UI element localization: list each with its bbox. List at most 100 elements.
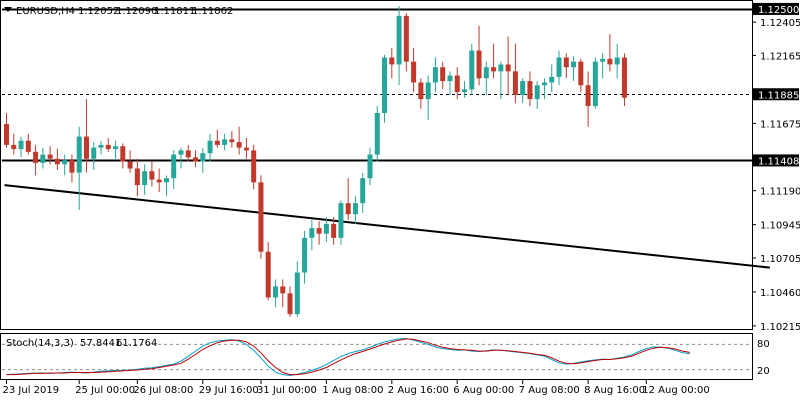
price-tag: 1.12500 (753, 2, 799, 16)
candle-body (389, 57, 395, 65)
price-label: 1.12405 (760, 18, 800, 29)
candle (105, 137, 111, 152)
candle (294, 261, 300, 317)
candle (520, 78, 526, 104)
candle-body (178, 150, 184, 155)
stochastic-lines (2, 337, 752, 377)
candle (309, 219, 315, 251)
time-label: 1 Aug 08:00 (322, 385, 383, 396)
candle (214, 129, 220, 148)
stoch-main-value: 57.8441 (80, 338, 121, 349)
candle-body (571, 61, 577, 68)
candle (345, 178, 351, 220)
candle-body (491, 67, 497, 72)
candle (403, 13, 409, 72)
candle-body (229, 139, 235, 143)
price-axis: 1.12405 1.12165 1.11675 1.11190 1.10945 1.107… (752, 18, 800, 333)
candle-body (251, 150, 257, 183)
candles-layer (4, 6, 627, 317)
candle-body (258, 182, 264, 252)
candle-body (214, 140, 220, 145)
candle (382, 54, 388, 123)
candle-body (54, 158, 60, 165)
main-chart-frame[interactable] (0, 0, 753, 330)
candle-body (374, 112, 380, 155)
indicator-header: Stoch(14,3,3) 57.8441 61.1764 80 20 (6, 338, 770, 377)
trendline[interactable] (4, 184, 770, 269)
price-label: 1.11675 (760, 119, 800, 130)
candle (33, 144, 39, 176)
candle (316, 221, 322, 245)
candle (621, 53, 627, 107)
candle (62, 154, 68, 176)
candle-body (98, 144, 104, 148)
candle (505, 36, 511, 95)
candle-body (200, 153, 206, 162)
candle-body (520, 81, 526, 95)
candle-body (76, 136, 82, 173)
price-label: 1.12165 (760, 51, 800, 62)
candle (374, 106, 380, 162)
time-label: 23 Jul 2019 (3, 385, 60, 396)
price-label: 1.10945 (760, 221, 800, 232)
candle (25, 133, 31, 155)
candle-body (149, 171, 155, 180)
candle-body (345, 203, 351, 215)
candle (491, 43, 497, 79)
candle-body (476, 50, 482, 79)
candle-body (578, 61, 584, 86)
close-value: 1.11862 (192, 6, 233, 17)
candle-body (171, 154, 177, 179)
candle-body (469, 50, 475, 90)
candle (156, 168, 162, 193)
candle-body (352, 203, 358, 215)
candle-body (309, 228, 315, 238)
candle-body (454, 75, 460, 93)
candle-body (396, 15, 402, 65)
candle (541, 78, 547, 100)
stoch-main-line (6, 337, 690, 377)
time-label: 31 Jul 00:00 (257, 385, 317, 396)
candle-body (512, 71, 518, 95)
stoch-signal-value: 61.1764 (116, 338, 157, 349)
collapse-triangle-icon[interactable] (4, 7, 12, 12)
candle-body (4, 124, 9, 145)
candle-body (83, 136, 89, 159)
low-value: 1.11811 (154, 6, 195, 17)
candle (498, 61, 504, 100)
price-label: 1.10215 (760, 322, 800, 333)
candle (69, 154, 75, 183)
candle (185, 144, 191, 162)
candle-body (534, 85, 540, 100)
time-label: 2 Aug 16:00 (388, 385, 449, 396)
candle (302, 230, 308, 284)
candle (396, 6, 402, 86)
candle (272, 279, 278, 308)
candle (360, 172, 366, 213)
candle-body (272, 286, 278, 298)
candle-body (18, 140, 24, 150)
candle-body (541, 82, 547, 86)
candle-body (127, 161, 133, 169)
candle (323, 217, 329, 242)
candle-body (367, 154, 373, 179)
candle (563, 53, 569, 79)
candle-body (498, 64, 504, 72)
candle-body (207, 140, 213, 154)
candle (549, 64, 555, 93)
candle-body (302, 237, 308, 273)
candle-body (505, 64, 511, 72)
candle-body (105, 144, 111, 150)
candle (527, 71, 533, 107)
price-tags: 1.12500 1.11885 1.11408 (753, 2, 799, 167)
candle (134, 158, 140, 197)
candle (243, 137, 249, 159)
candle (600, 53, 606, 79)
symbol-header: EURUSD,H4 1.12052 1.12090 1.11811 1.1186… (4, 6, 233, 17)
candle (469, 43, 475, 95)
price-tag-label: 1.12500 (758, 5, 799, 16)
candle-body (222, 139, 228, 145)
time-label: 6 Aug 00:00 (453, 385, 514, 396)
